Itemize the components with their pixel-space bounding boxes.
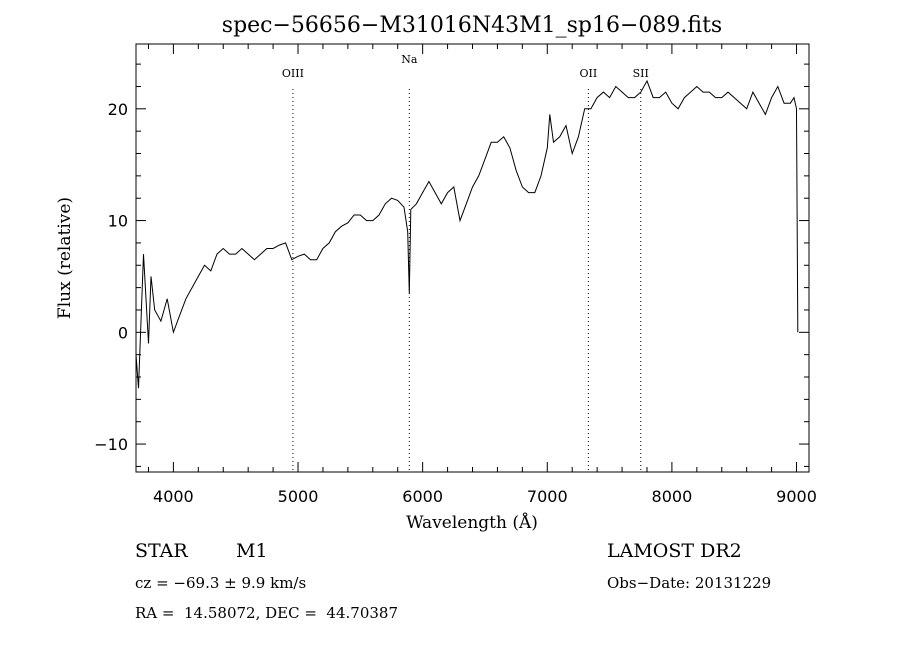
y-tick-labels: −10 0 10 20 (94, 100, 128, 454)
observation-date: Obs−Date: 20131229 (607, 574, 772, 592)
x-tick-label: 6000 (402, 487, 443, 506)
chart-title: spec−56656−M31016N43M1_sp16−089.fits (222, 13, 722, 38)
line-marker-label: OIII (282, 67, 304, 80)
x-axis-label: Wavelength (Å) (406, 512, 538, 533)
x-tick-label: 4000 (153, 487, 194, 506)
coordinates: RA = 14.58072, DEC = 44.70387 (135, 604, 399, 622)
line-marker-label: Na (401, 53, 418, 66)
x-tick-labels: 4000 5000 6000 7000 8000 9000 (153, 487, 817, 506)
x-tick-label: 8000 (652, 487, 693, 506)
y-tick-label: 20 (108, 100, 128, 119)
radial-velocity: cz = −69.3 ± 9.9 km/s (135, 574, 307, 592)
x-tick-label: 9000 (776, 487, 817, 506)
line-markers: OIII Na OII SII (282, 53, 649, 472)
x-tick-label: 5000 (278, 487, 319, 506)
y-tick-label: −10 (94, 435, 128, 454)
y-axis-label: Flux (relative) (55, 197, 75, 319)
y-tick-label: 0 (118, 323, 128, 342)
minor-ticks (136, 44, 809, 472)
object-class: STAR (135, 540, 188, 562)
object-subclass: M1 (236, 540, 268, 562)
y-tick-label: 10 (108, 212, 128, 231)
x-tick-label: 7000 (527, 487, 568, 506)
major-ticks (136, 44, 809, 472)
spectrum-line (135, 79, 799, 389)
line-marker-label: SII (633, 67, 649, 80)
survey-name: LAMOST DR2 (607, 540, 742, 562)
line-marker-label: OII (580, 67, 598, 80)
plot-frame (135, 43, 810, 473)
